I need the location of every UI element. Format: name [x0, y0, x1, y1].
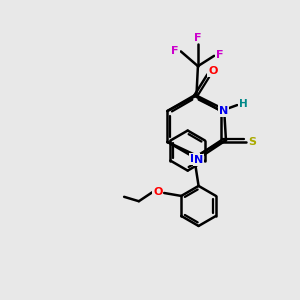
Text: N: N: [219, 106, 228, 116]
Text: N: N: [194, 155, 203, 165]
Text: F: F: [171, 46, 179, 56]
Text: S: S: [248, 137, 256, 147]
Text: F: F: [194, 33, 202, 43]
Text: O: O: [153, 187, 162, 197]
Text: H: H: [238, 99, 247, 109]
Text: N: N: [190, 154, 199, 164]
Text: O: O: [208, 66, 218, 76]
Text: F: F: [216, 50, 224, 60]
